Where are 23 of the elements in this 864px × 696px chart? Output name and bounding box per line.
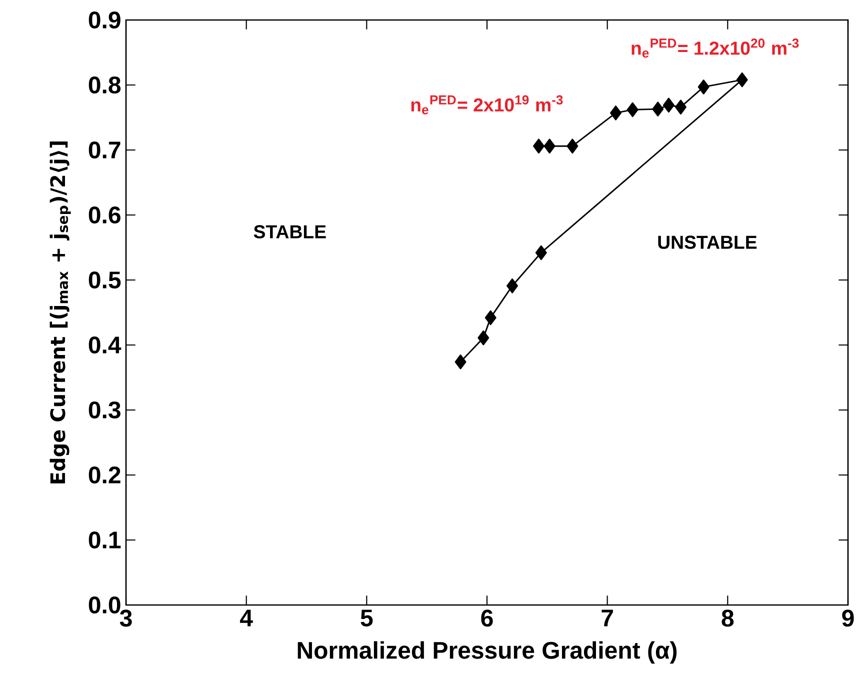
x-tick-label: 5 — [360, 610, 373, 626]
y-tick-label: 0.9 — [88, 12, 120, 28]
y-tick-label: 0.5 — [88, 271, 121, 288]
x-tick-label: 4 — [240, 610, 253, 626]
y-tick-label: 0.0 — [88, 596, 120, 614]
y-tick-label: 0.3 — [88, 401, 120, 419]
y-tick-label: 0.6 — [88, 206, 120, 224]
x-tick-label: 3 — [120, 610, 132, 627]
y-tick-label: 0.2 — [88, 466, 120, 484]
y-tick-label: 0.4 — [88, 336, 122, 354]
x-tick-label: 9 — [842, 610, 854, 627]
annotation: n$_{e}$$^{PED}$= 1.2x10$^{20}$ m$^{-3}$ — [632, 38, 799, 58]
y-axis-title: Edge Current [(j$_{max}$ + j$_{sep}$)/2⟨j⟩] — [50, 142, 71, 484]
x-tick-label: 6 — [481, 610, 493, 627]
y-tick-label: 0.1 — [88, 531, 121, 548]
annotation: UNSTABLE — [658, 236, 757, 249]
x-axis-title: Normalized Pressure Gradient (α) — [298, 641, 677, 664]
x-tick-label: 8 — [722, 610, 734, 627]
y-tick-label: 0.8 — [88, 76, 121, 94]
y-tick-label: 0.7 — [88, 141, 120, 158]
x-tick-label: 7 — [602, 610, 613, 626]
annotation: STABLE — [254, 225, 326, 238]
annotation: n$_{e}$$^{PED}$= 2x10$^{19}$ m$^{-3}$ — [411, 95, 563, 114]
